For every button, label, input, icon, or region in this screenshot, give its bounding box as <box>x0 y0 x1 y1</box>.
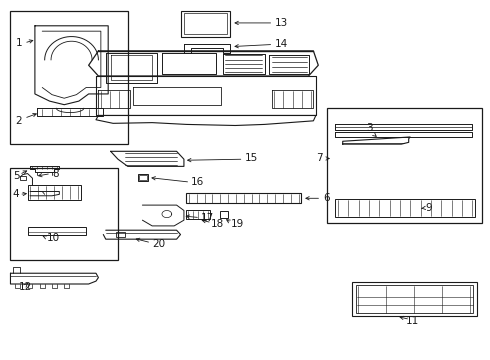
Text: 20: 20 <box>152 239 165 249</box>
Text: 7: 7 <box>317 153 323 163</box>
Text: 12: 12 <box>19 282 32 292</box>
Text: 1: 1 <box>15 38 22 48</box>
Text: 3: 3 <box>367 123 373 134</box>
Text: 19: 19 <box>230 219 244 229</box>
Bar <box>27 185 81 200</box>
Bar <box>181 11 230 37</box>
Text: 4: 4 <box>13 189 20 199</box>
Bar <box>10 168 118 260</box>
Text: 6: 6 <box>323 193 330 203</box>
Bar <box>186 211 210 220</box>
Bar <box>138 174 148 181</box>
Text: 5: 5 <box>13 171 20 181</box>
Bar <box>356 285 473 314</box>
Text: 17: 17 <box>201 213 214 222</box>
Text: 8: 8 <box>52 168 59 179</box>
Bar <box>20 176 26 180</box>
Text: 18: 18 <box>211 219 224 229</box>
Bar <box>327 108 483 223</box>
Bar <box>220 211 228 218</box>
Text: 2: 2 <box>15 116 22 126</box>
Text: 10: 10 <box>47 233 60 243</box>
Bar <box>116 231 125 237</box>
Bar <box>184 13 227 35</box>
Text: 15: 15 <box>245 153 258 163</box>
Text: 13: 13 <box>275 18 289 28</box>
Text: 11: 11 <box>406 316 419 325</box>
Bar <box>335 199 475 217</box>
Bar <box>27 226 86 234</box>
Text: 16: 16 <box>191 177 204 187</box>
Bar <box>139 175 147 180</box>
Text: 9: 9 <box>426 203 432 213</box>
Bar <box>352 282 477 316</box>
Text: 14: 14 <box>275 40 289 49</box>
Bar <box>10 12 128 144</box>
Bar <box>186 193 301 203</box>
